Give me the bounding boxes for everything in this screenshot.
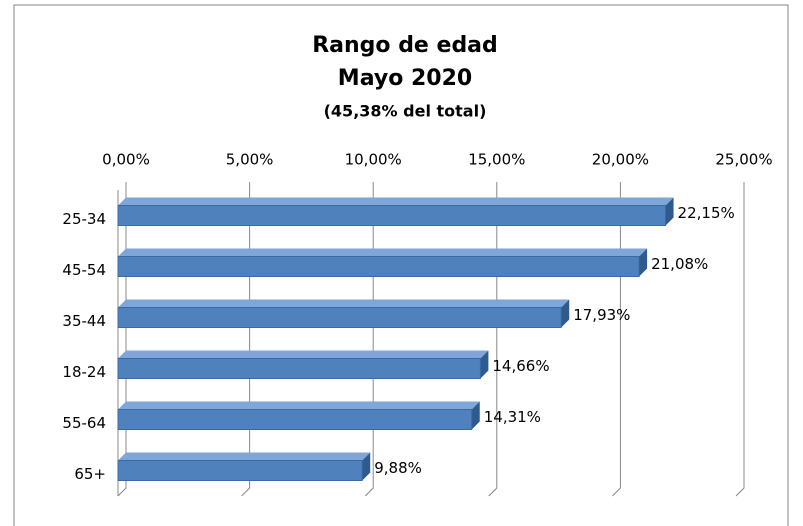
chart-title: Rango de edad	[312, 33, 498, 58]
y-tick-label: 35-44	[62, 312, 106, 330]
grid-line	[735, 182, 745, 497]
value-label: 9,88%	[374, 459, 422, 477]
bar	[117, 299, 570, 328]
grid-line	[117, 182, 127, 497]
bar	[117, 248, 648, 277]
x-tick-label: 20,00%	[592, 151, 649, 169]
chart-annotation: (45,38% del total)	[324, 102, 487, 121]
grid-line	[488, 182, 498, 497]
y-tick-label: 65+	[74, 465, 106, 483]
x-tick-label: 0,00%	[102, 151, 150, 169]
grid-line	[612, 182, 621, 497]
y-tick-label: 18-24	[62, 363, 106, 381]
y-tick-label: 55-64	[62, 414, 106, 432]
x-tick-label: 15,00%	[468, 151, 525, 169]
x-tick-label: 5,00%	[226, 151, 274, 169]
chart-subtitle: Mayo 2020	[338, 66, 472, 91]
x-tick-label: 25,00%	[715, 151, 772, 169]
value-label: 21,08%	[651, 255, 708, 273]
y-tick-label: 45-54	[62, 261, 106, 279]
value-label: 14,31%	[484, 408, 541, 426]
grid-line	[364, 182, 374, 497]
grid-line	[241, 182, 251, 497]
bar	[117, 197, 674, 226]
value-label: 17,93%	[573, 306, 630, 324]
value-label: 14,66%	[492, 357, 549, 375]
x-tick-label: 10,00%	[345, 151, 402, 169]
bar	[117, 401, 480, 430]
bar	[117, 350, 489, 379]
bar	[117, 452, 371, 481]
y-tick-label: 25-34	[62, 210, 106, 228]
value-label: 22,15%	[678, 204, 735, 222]
